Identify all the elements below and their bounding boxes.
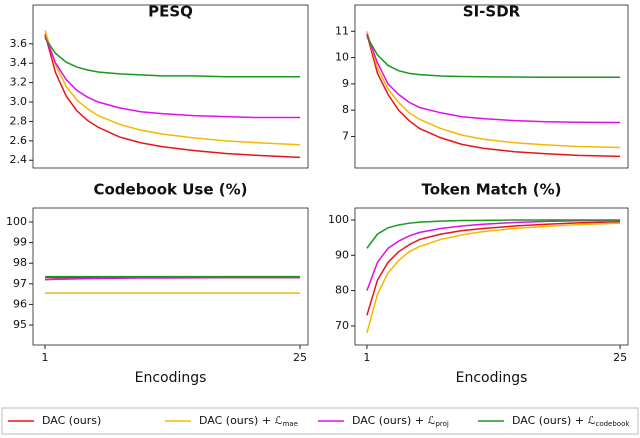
y-tick-label: 3.6	[10, 37, 28, 50]
legend-name: DAC (ours) + ℒ	[512, 414, 596, 427]
y-tick-label: 100	[328, 213, 349, 226]
plot-frame	[354, 4, 629, 169]
series-line	[366, 219, 621, 249]
series-line	[44, 276, 301, 281]
x-tick-label: 1	[42, 351, 49, 364]
y-tick-label: 90	[335, 248, 349, 261]
legend-label: DAC (ours) + ℒproj	[352, 414, 449, 428]
y-tick-label: 7	[342, 129, 349, 142]
series-line	[366, 36, 621, 79]
x-tick-label: 1	[363, 351, 370, 364]
x-axis-label: Encodings	[456, 370, 528, 386]
legend-subscript: proj	[435, 420, 448, 428]
plot-frame	[32, 4, 309, 169]
plot-frame	[354, 207, 629, 346]
y-tick-label: 11	[335, 24, 349, 37]
y-tick-label: 2.6	[10, 134, 28, 147]
series-line	[44, 33, 301, 159]
y-tick-label: 8	[342, 103, 349, 116]
legend-subscript: mae	[282, 420, 297, 428]
legend-subscript: codebook	[595, 420, 630, 428]
chart-title: SI-SDR	[463, 3, 521, 21]
legend-name: DAC (ours) + ℒ	[352, 414, 436, 427]
series-line	[44, 30, 301, 146]
y-tick-label: 3.4	[10, 56, 28, 69]
chart-title: Codebook Use (%)	[93, 181, 247, 199]
x-axis-label: Encodings	[135, 370, 207, 386]
legend-label: DAC (ours) + ℒcodebook	[512, 414, 630, 428]
x-tick-label: 25	[613, 351, 627, 364]
y-tick-label: 3.2	[10, 76, 28, 89]
chart-title: PESQ	[148, 3, 193, 21]
y-tick-label: 3.0	[10, 95, 28, 108]
y-tick-label: 98	[13, 256, 27, 269]
series-line	[366, 31, 621, 149]
legend-name: DAC (ours) + ℒ	[199, 414, 283, 427]
series-line	[44, 37, 301, 78]
series-line	[366, 222, 621, 334]
y-tick-label: 2.8	[10, 114, 28, 127]
y-tick-label: 9	[342, 77, 349, 90]
series-line	[366, 219, 621, 291]
y-tick-label: 100	[6, 215, 27, 228]
y-tick-label: 95	[13, 318, 27, 331]
legend-name: DAC (ours)	[42, 414, 101, 427]
series-line	[366, 33, 621, 158]
y-tick-label: 99	[13, 236, 27, 249]
series-line	[366, 221, 621, 316]
series-line	[366, 33, 621, 124]
y-tick-label: 80	[335, 284, 349, 297]
legend-label: DAC (ours)	[42, 414, 101, 427]
plot-frame	[32, 207, 309, 346]
y-tick-label: 10	[335, 51, 349, 64]
chart-title: Token Match (%)	[422, 181, 562, 199]
y-tick-label: 70	[335, 319, 349, 332]
x-tick-label: 25	[293, 351, 307, 364]
y-tick-label: 97	[13, 277, 27, 290]
legend-label: DAC (ours) + ℒmae	[199, 414, 298, 428]
y-tick-label: 2.4	[10, 153, 28, 166]
y-tick-label: 96	[13, 297, 27, 310]
series-line	[44, 35, 301, 119]
